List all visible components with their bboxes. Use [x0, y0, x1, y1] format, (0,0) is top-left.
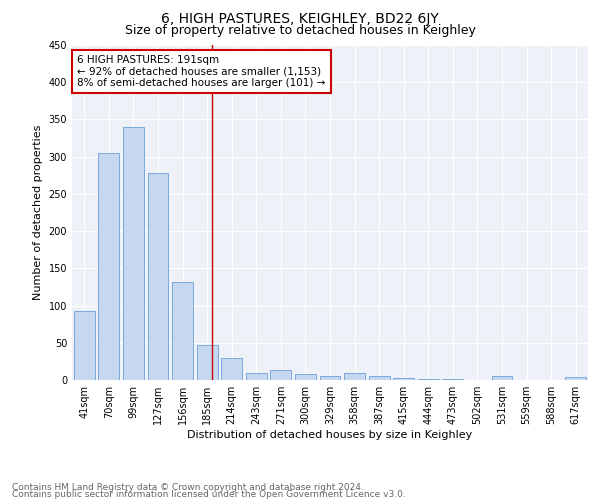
Bar: [344, 372, 365, 380]
Bar: [565, 377, 586, 380]
Bar: [393, 378, 414, 380]
Bar: [172, 282, 193, 380]
Bar: [197, 345, 218, 380]
Text: Contains public sector information licensed under the Open Government Licence v3: Contains public sector information licen…: [12, 490, 406, 499]
Text: 6 HIGH PASTURES: 191sqm
← 92% of detached houses are smaller (1,153)
8% of semi-: 6 HIGH PASTURES: 191sqm ← 92% of detache…: [77, 55, 326, 88]
Bar: [295, 374, 316, 380]
Bar: [491, 376, 512, 380]
Bar: [246, 372, 267, 380]
Text: 6, HIGH PASTURES, KEIGHLEY, BD22 6JY: 6, HIGH PASTURES, KEIGHLEY, BD22 6JY: [161, 12, 439, 26]
Bar: [271, 370, 292, 380]
Y-axis label: Number of detached properties: Number of detached properties: [33, 125, 43, 300]
Bar: [98, 153, 119, 380]
Bar: [320, 376, 340, 380]
Text: Size of property relative to detached houses in Keighley: Size of property relative to detached ho…: [125, 24, 475, 37]
Bar: [148, 173, 169, 380]
Text: Contains HM Land Registry data © Crown copyright and database right 2024.: Contains HM Land Registry data © Crown c…: [12, 484, 364, 492]
Bar: [74, 311, 95, 380]
X-axis label: Distribution of detached houses by size in Keighley: Distribution of detached houses by size …: [187, 430, 473, 440]
Bar: [123, 127, 144, 380]
Bar: [221, 358, 242, 380]
Bar: [368, 376, 389, 380]
